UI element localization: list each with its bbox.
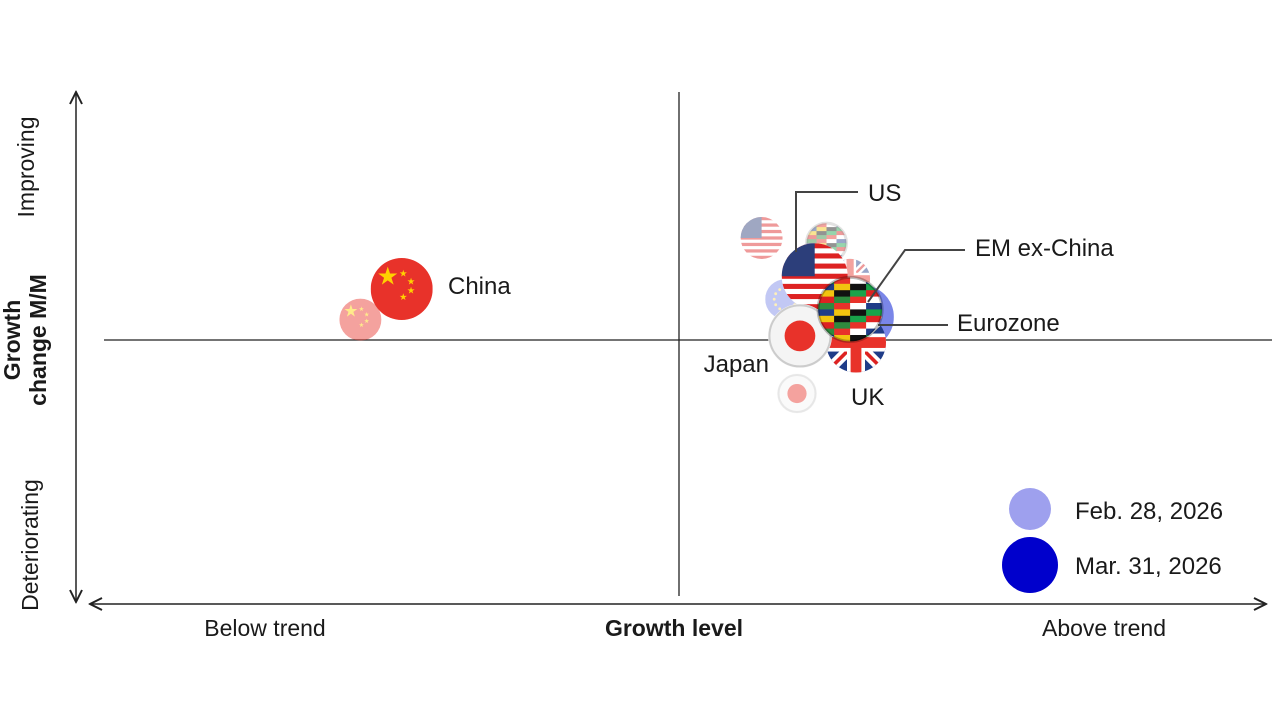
svg-text:★: ★ [359,306,365,313]
legend-label-feb: Feb. 28, 2026 [1075,498,1223,525]
legend-label-mar: Mar. 31, 2026 [1075,553,1222,580]
x-axis-label: Growth level [605,615,743,641]
data-points: ★ ★★★★★ ★★★★ [339,217,894,414]
legend-marker-mar [1002,537,1058,593]
label-em-ex-china: EM ex-China [975,235,1114,262]
label-eurozone: Eurozone [957,310,1060,337]
leader-line-us [795,191,858,252]
point-labels: US EM ex-China Eurozone China Japan UK [448,180,1114,411]
svg-text:★: ★ [377,263,399,290]
point-japan-feb [777,373,817,414]
leader-line-em-ex-china [867,249,965,303]
point-us-feb [740,217,783,259]
point-em-ex-china-mar [816,275,884,343]
x-tick-low: Below trend [204,615,325,641]
svg-text:★: ★ [364,311,370,318]
label-japan: Japan [704,351,769,378]
x-tick-high: Above trend [1042,615,1166,641]
point-china-mar: ★ ★★★★ [370,258,433,320]
svg-text:★: ★ [407,276,415,286]
point-china-feb: ★ ★★★★ [339,298,382,341]
svg-text:★: ★ [343,301,358,320]
y-tick-low: Deteriorating [17,479,43,611]
y-tick-high: Improving [13,117,39,218]
svg-text:★: ★ [364,318,370,325]
svg-text:★: ★ [399,292,407,302]
svg-text:★: ★ [407,286,415,296]
label-us: US [868,180,901,207]
label-china: China [448,273,511,300]
legend-marker-feb [1009,488,1051,530]
label-uk: UK [851,384,884,411]
svg-text:★: ★ [399,269,407,279]
svg-text:★: ★ [359,322,365,329]
point-japan-mar [767,303,832,368]
y-axis-label: Growthchange M/M [0,274,51,406]
